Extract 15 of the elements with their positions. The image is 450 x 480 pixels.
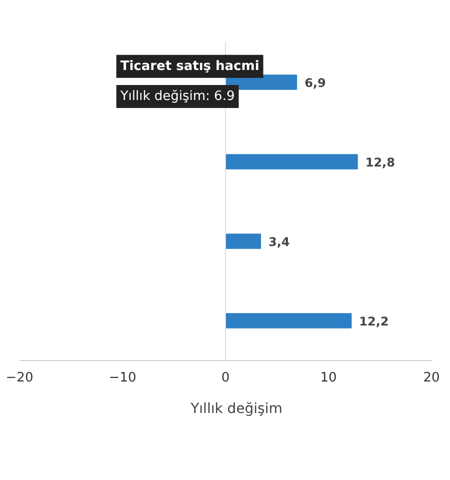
bar: [225, 313, 352, 328]
annotation: Yıllık değişim: 6.9: [119, 89, 235, 104]
data-label: 12,2: [359, 314, 389, 328]
x-tick-label: 0: [221, 370, 230, 386]
text: Yıllık değişim: [190, 401, 282, 417]
annotation: Ticaret satış hacmi: [120, 58, 260, 74]
x-tick-label: −20: [6, 370, 34, 386]
x-tick-label: 20: [423, 370, 440, 386]
data-label: 12,8: [365, 155, 395, 170]
data-label: 6,9: [304, 76, 326, 90]
bar: [225, 154, 358, 170]
bar: [225, 234, 262, 249]
x-tick-label: −10: [108, 370, 136, 386]
x-tick-label: 10: [320, 370, 337, 386]
data-label: 3,4: [268, 234, 290, 249]
